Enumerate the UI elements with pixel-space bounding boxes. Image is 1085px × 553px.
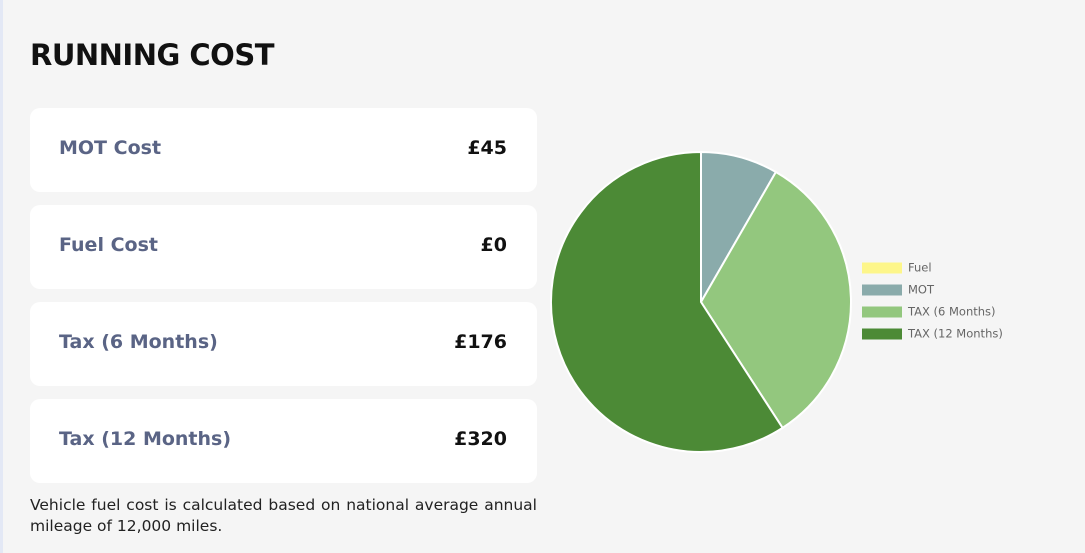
legend-swatch xyxy=(862,328,902,340)
note: Vehicle fuel cost is calculated based on… xyxy=(30,496,537,535)
card: Fuel Cost £0 xyxy=(30,205,537,289)
card-label: Tax (12 Months) xyxy=(59,428,232,450)
legend-swatch xyxy=(862,262,902,274)
card-label: Tax (6 Months) xyxy=(59,331,218,353)
card: MOT Cost £45 xyxy=(30,108,537,192)
card: Tax (12 Months) £320 xyxy=(30,399,537,483)
card-value: £0 xyxy=(480,234,507,256)
pie-chart: Fuel MOT TAX (6 Months) TAX (12 Months) xyxy=(550,150,1003,453)
legend-label: TAX (12 Months) xyxy=(907,327,1003,341)
pie-slice xyxy=(699,170,852,430)
legend-swatch xyxy=(862,284,902,296)
card-value: £320 xyxy=(454,428,507,450)
card: Tax (6 Months) £176 xyxy=(30,302,537,386)
legend-swatch xyxy=(862,306,902,318)
card-value: £45 xyxy=(467,137,507,159)
card-label: MOT Cost xyxy=(59,137,162,159)
title: RUNNING COST xyxy=(30,38,274,72)
edge xyxy=(0,0,3,553)
legend-label: TAX (6 Months) xyxy=(907,305,996,319)
pie-slice xyxy=(550,150,784,453)
legend-label: MOT xyxy=(908,283,935,297)
card-value: £176 xyxy=(454,331,507,353)
legend-label: Fuel xyxy=(908,261,932,275)
card-label: Fuel Cost xyxy=(59,234,158,256)
